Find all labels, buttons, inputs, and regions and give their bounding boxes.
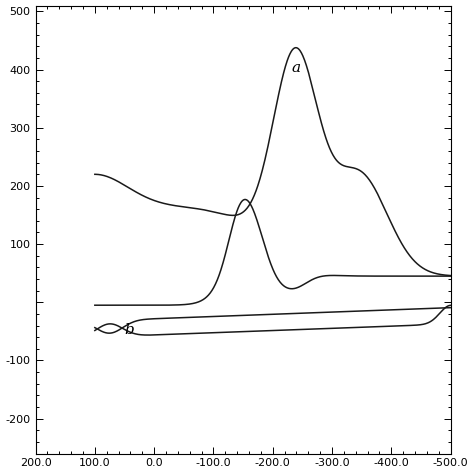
Text: b: b	[125, 323, 134, 337]
Text: a: a	[292, 62, 301, 75]
